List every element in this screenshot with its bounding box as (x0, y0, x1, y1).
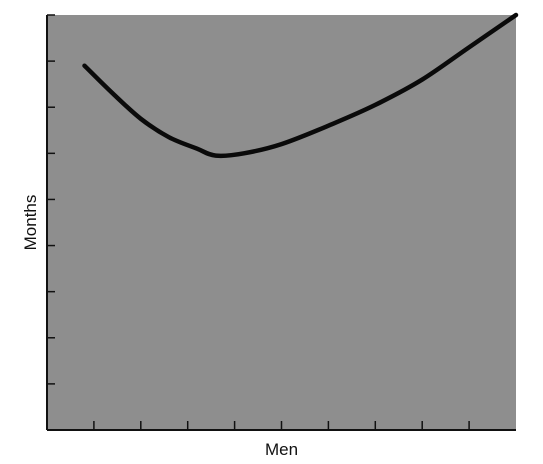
x-axis-label: Men (265, 440, 298, 459)
y-axis-label: Months (21, 195, 40, 251)
series-line (82, 12, 519, 159)
axes-layer (46, 15, 516, 431)
ticks-layer (47, 14, 470, 430)
plot-area (47, 15, 516, 430)
